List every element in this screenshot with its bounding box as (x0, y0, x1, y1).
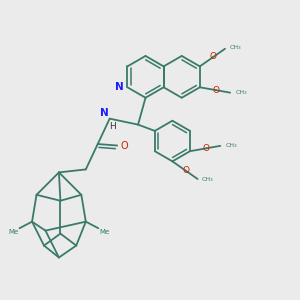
Text: O: O (212, 85, 220, 94)
Text: CH₃: CH₃ (230, 45, 241, 50)
Text: N: N (100, 108, 109, 118)
Text: N: N (115, 82, 124, 92)
Text: O: O (182, 166, 189, 175)
Text: Me: Me (8, 230, 18, 236)
Text: CH₃: CH₃ (202, 177, 214, 182)
Text: CH₃: CH₃ (226, 143, 237, 148)
Text: O: O (203, 144, 210, 153)
Text: O: O (210, 52, 217, 62)
Text: O: O (120, 140, 128, 151)
Text: H: H (109, 122, 116, 130)
Text: CH₃: CH₃ (236, 90, 247, 95)
Text: Me: Me (100, 230, 110, 236)
